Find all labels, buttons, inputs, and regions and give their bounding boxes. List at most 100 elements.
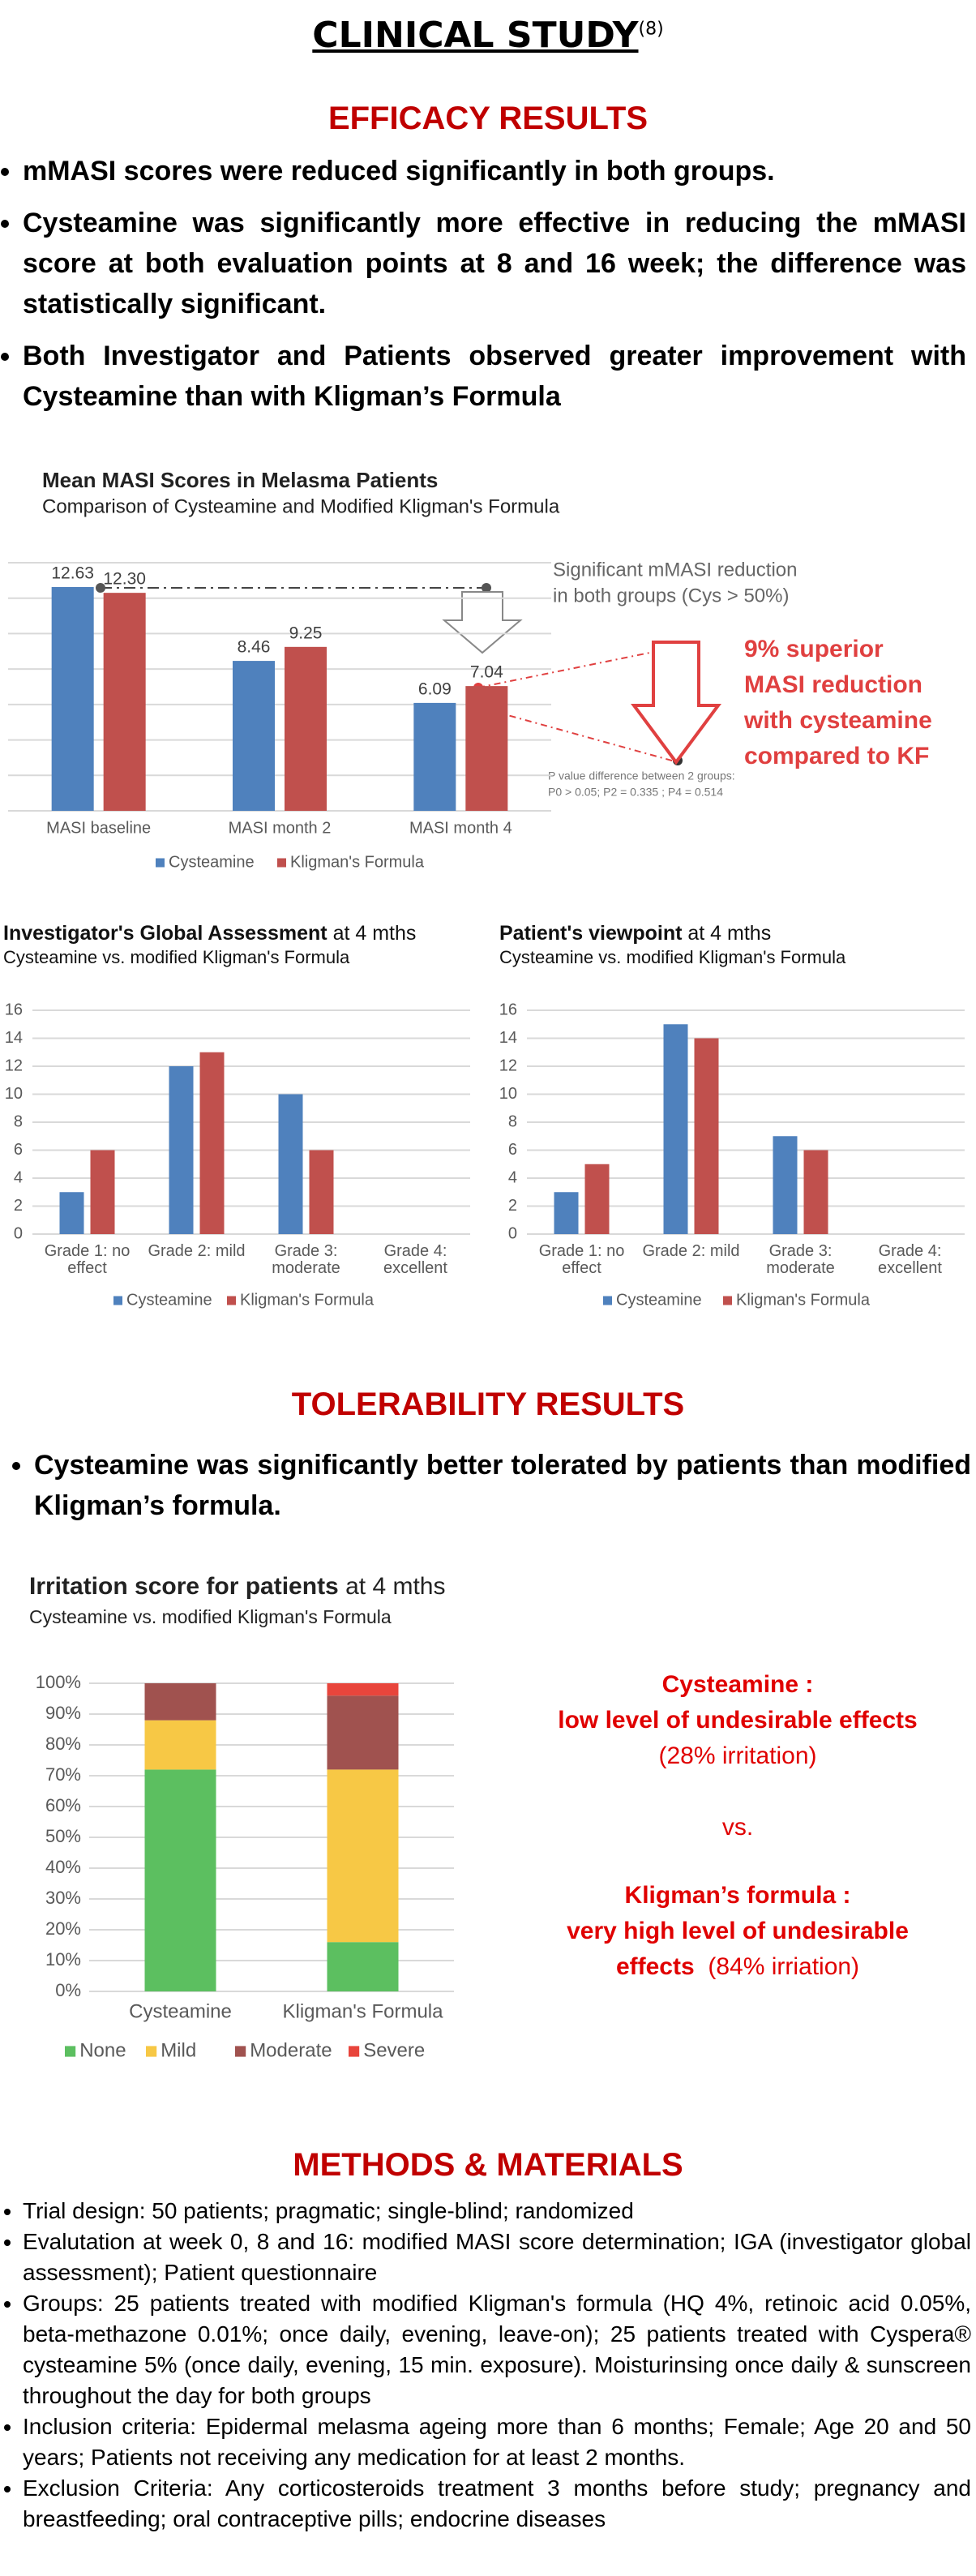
x-tick-label: Grade 4: excellent <box>383 1242 447 1277</box>
legend-label: Kligman's Formula <box>290 853 425 871</box>
arrow <box>631 641 721 765</box>
y-tick-label: 6 <box>508 1141 517 1159</box>
vs: vs. <box>721 1814 754 1841</box>
bullet: Cysteamine was significantly better tole… <box>34 1445 971 1526</box>
bullet: mMASI scores were reduced significantly … <box>23 151 966 191</box>
chart-subtitle: Cysteamine vs. modified Kligman's Formul… <box>499 947 846 967</box>
y-tick-label: 4 <box>14 1168 23 1186</box>
y-tick-label: 10 <box>5 1085 23 1103</box>
value-label: 7.04 <box>470 663 503 682</box>
x-tick-label: Grade 2: mild <box>148 1242 245 1260</box>
y-tick-label: 2 <box>14 1197 23 1215</box>
legend-swatch <box>113 1296 122 1305</box>
label-line: Grade 2: mild <box>148 1242 245 1260</box>
note: (84% irriation) <box>708 1953 860 1980</box>
y-tick-label: 12 <box>499 1057 517 1074</box>
annotation: with cysteamine <box>743 707 932 734</box>
x-tick-label: MASI baseline <box>46 819 151 837</box>
bar <box>554 1192 579 1234</box>
y-tick-label: 10 <box>499 1085 517 1103</box>
bar <box>465 686 508 811</box>
section-heading: METHODS & MATERIALS <box>293 2147 683 2183</box>
annotation: compared to KF <box>744 743 929 769</box>
bar <box>309 1150 334 1234</box>
x-tick-label: Grade 3: moderate <box>766 1242 835 1277</box>
chart-title: Investigator's Global Assessment at 4 mt… <box>3 924 416 945</box>
label-line: moderate <box>766 1259 835 1277</box>
annotation: MASI reduction <box>744 671 922 698</box>
x-tick-label: MASI month 2 <box>229 819 332 837</box>
title-note: at 4 mths <box>687 924 771 945</box>
label: Kligman’s formula : <box>624 1882 851 1909</box>
legend-label: Moderate <box>250 2039 332 2061</box>
x-tick-label: Grade 3: moderate <box>272 1242 340 1277</box>
bar-segment <box>327 1942 399 1991</box>
chart: Mean MASI Scores in Melasma Patients Com… <box>8 468 932 871</box>
label-line: effect <box>562 1259 601 1277</box>
label-line: Grade 1: no <box>539 1242 625 1260</box>
value-label: 12.63 <box>51 564 94 582</box>
chart: Investigator's Global Assessment at 4 mt… <box>3 924 470 1309</box>
bar <box>694 1038 719 1234</box>
arrow <box>442 591 523 654</box>
dot <box>96 583 105 593</box>
y-tick-label: 0 <box>14 1224 23 1242</box>
legend-swatch <box>65 2046 76 2057</box>
legend-label: Cysteamine <box>169 853 255 871</box>
label-line: moderate <box>272 1259 340 1277</box>
bar <box>59 1192 84 1234</box>
label: Cysteamine : <box>661 1671 814 1698</box>
page-title: CLINICAL STUDY(8) <box>0 15 976 56</box>
legend-label: Mild <box>161 2039 196 2061</box>
bullet: Exclusion Criteria: Any corticosteroids … <box>23 2473 971 2535</box>
y-tick-label: 0 <box>508 1224 517 1242</box>
bar-segment <box>144 1769 216 1991</box>
legend-swatch <box>723 1296 732 1305</box>
label-line: effect <box>67 1259 107 1277</box>
y-tick-label: 70% <box>45 1764 81 1785</box>
bar <box>169 1066 194 1234</box>
y-tick-label: 10% <box>45 1949 81 1970</box>
y-tick-label: 16 <box>5 1001 23 1018</box>
bullet-list: Cysteamine was significantly better tole… <box>11 1445 971 1537</box>
y-tick-label: 60% <box>45 1795 81 1815</box>
bullet: Trial design: 50 patients; pragmatic; si… <box>23 2196 971 2227</box>
value-label: 6.09 <box>418 679 452 698</box>
annotation: P0 > 0.05; P2 = 0.335 ; P4 = 0.514 <box>548 786 723 799</box>
y-tick-label: 40% <box>45 1857 81 1877</box>
title-note: at 4 mths <box>345 1573 445 1600</box>
legend-swatch <box>156 858 165 868</box>
title-text: CLINICAL STUDY <box>312 15 639 56</box>
y-tick-label: 6 <box>14 1141 23 1159</box>
side-note: Cysteamine : low level of undesirable ef… <box>511 1667 965 1985</box>
connector <box>477 646 678 688</box>
y-tick-label: 14 <box>499 1029 517 1047</box>
bar-segment <box>144 1683 216 1721</box>
legend-swatch <box>277 858 286 868</box>
dot <box>482 583 491 593</box>
bullet: Inclusion criteria: Epidermal melasma ag… <box>23 2411 971 2473</box>
x-tick-label: MASI month 4 <box>409 819 512 837</box>
legend-label: None <box>79 2039 126 2061</box>
chart-subtitle: Cysteamine vs. modified Kligman's Formul… <box>29 1606 392 1627</box>
title-note: at 4 mths <box>333 924 417 945</box>
bar <box>90 1150 115 1234</box>
annotation: Significant mMASI reduction <box>553 559 797 581</box>
section-heading: TOLERABILITY RESULTS <box>291 1387 685 1422</box>
bullet-list: mMASI scores were reduced significantly … <box>0 151 966 428</box>
label-line: Grade 3: <box>769 1242 833 1260</box>
title-main: Investigator's Global Assessment <box>3 924 327 945</box>
y-tick-label: 30% <box>45 1888 81 1908</box>
y-tick-label: 20% <box>45 1918 81 1939</box>
label: very high level of undesirable effects <box>567 1918 909 1980</box>
legend-swatch <box>235 2046 246 2057</box>
bar <box>51 586 94 811</box>
bullet: Both Investigator and Patients observed … <box>23 336 966 417</box>
bar <box>663 1024 688 1234</box>
value-label: 12.30 <box>103 570 146 589</box>
legend-swatch <box>146 2046 157 2057</box>
x-tick-label: Kligman's Formula <box>283 2000 444 2022</box>
bar-segment <box>144 1720 216 1770</box>
chart-subtitle: Cysteamine vs. modified Kligman's Formul… <box>3 947 350 967</box>
